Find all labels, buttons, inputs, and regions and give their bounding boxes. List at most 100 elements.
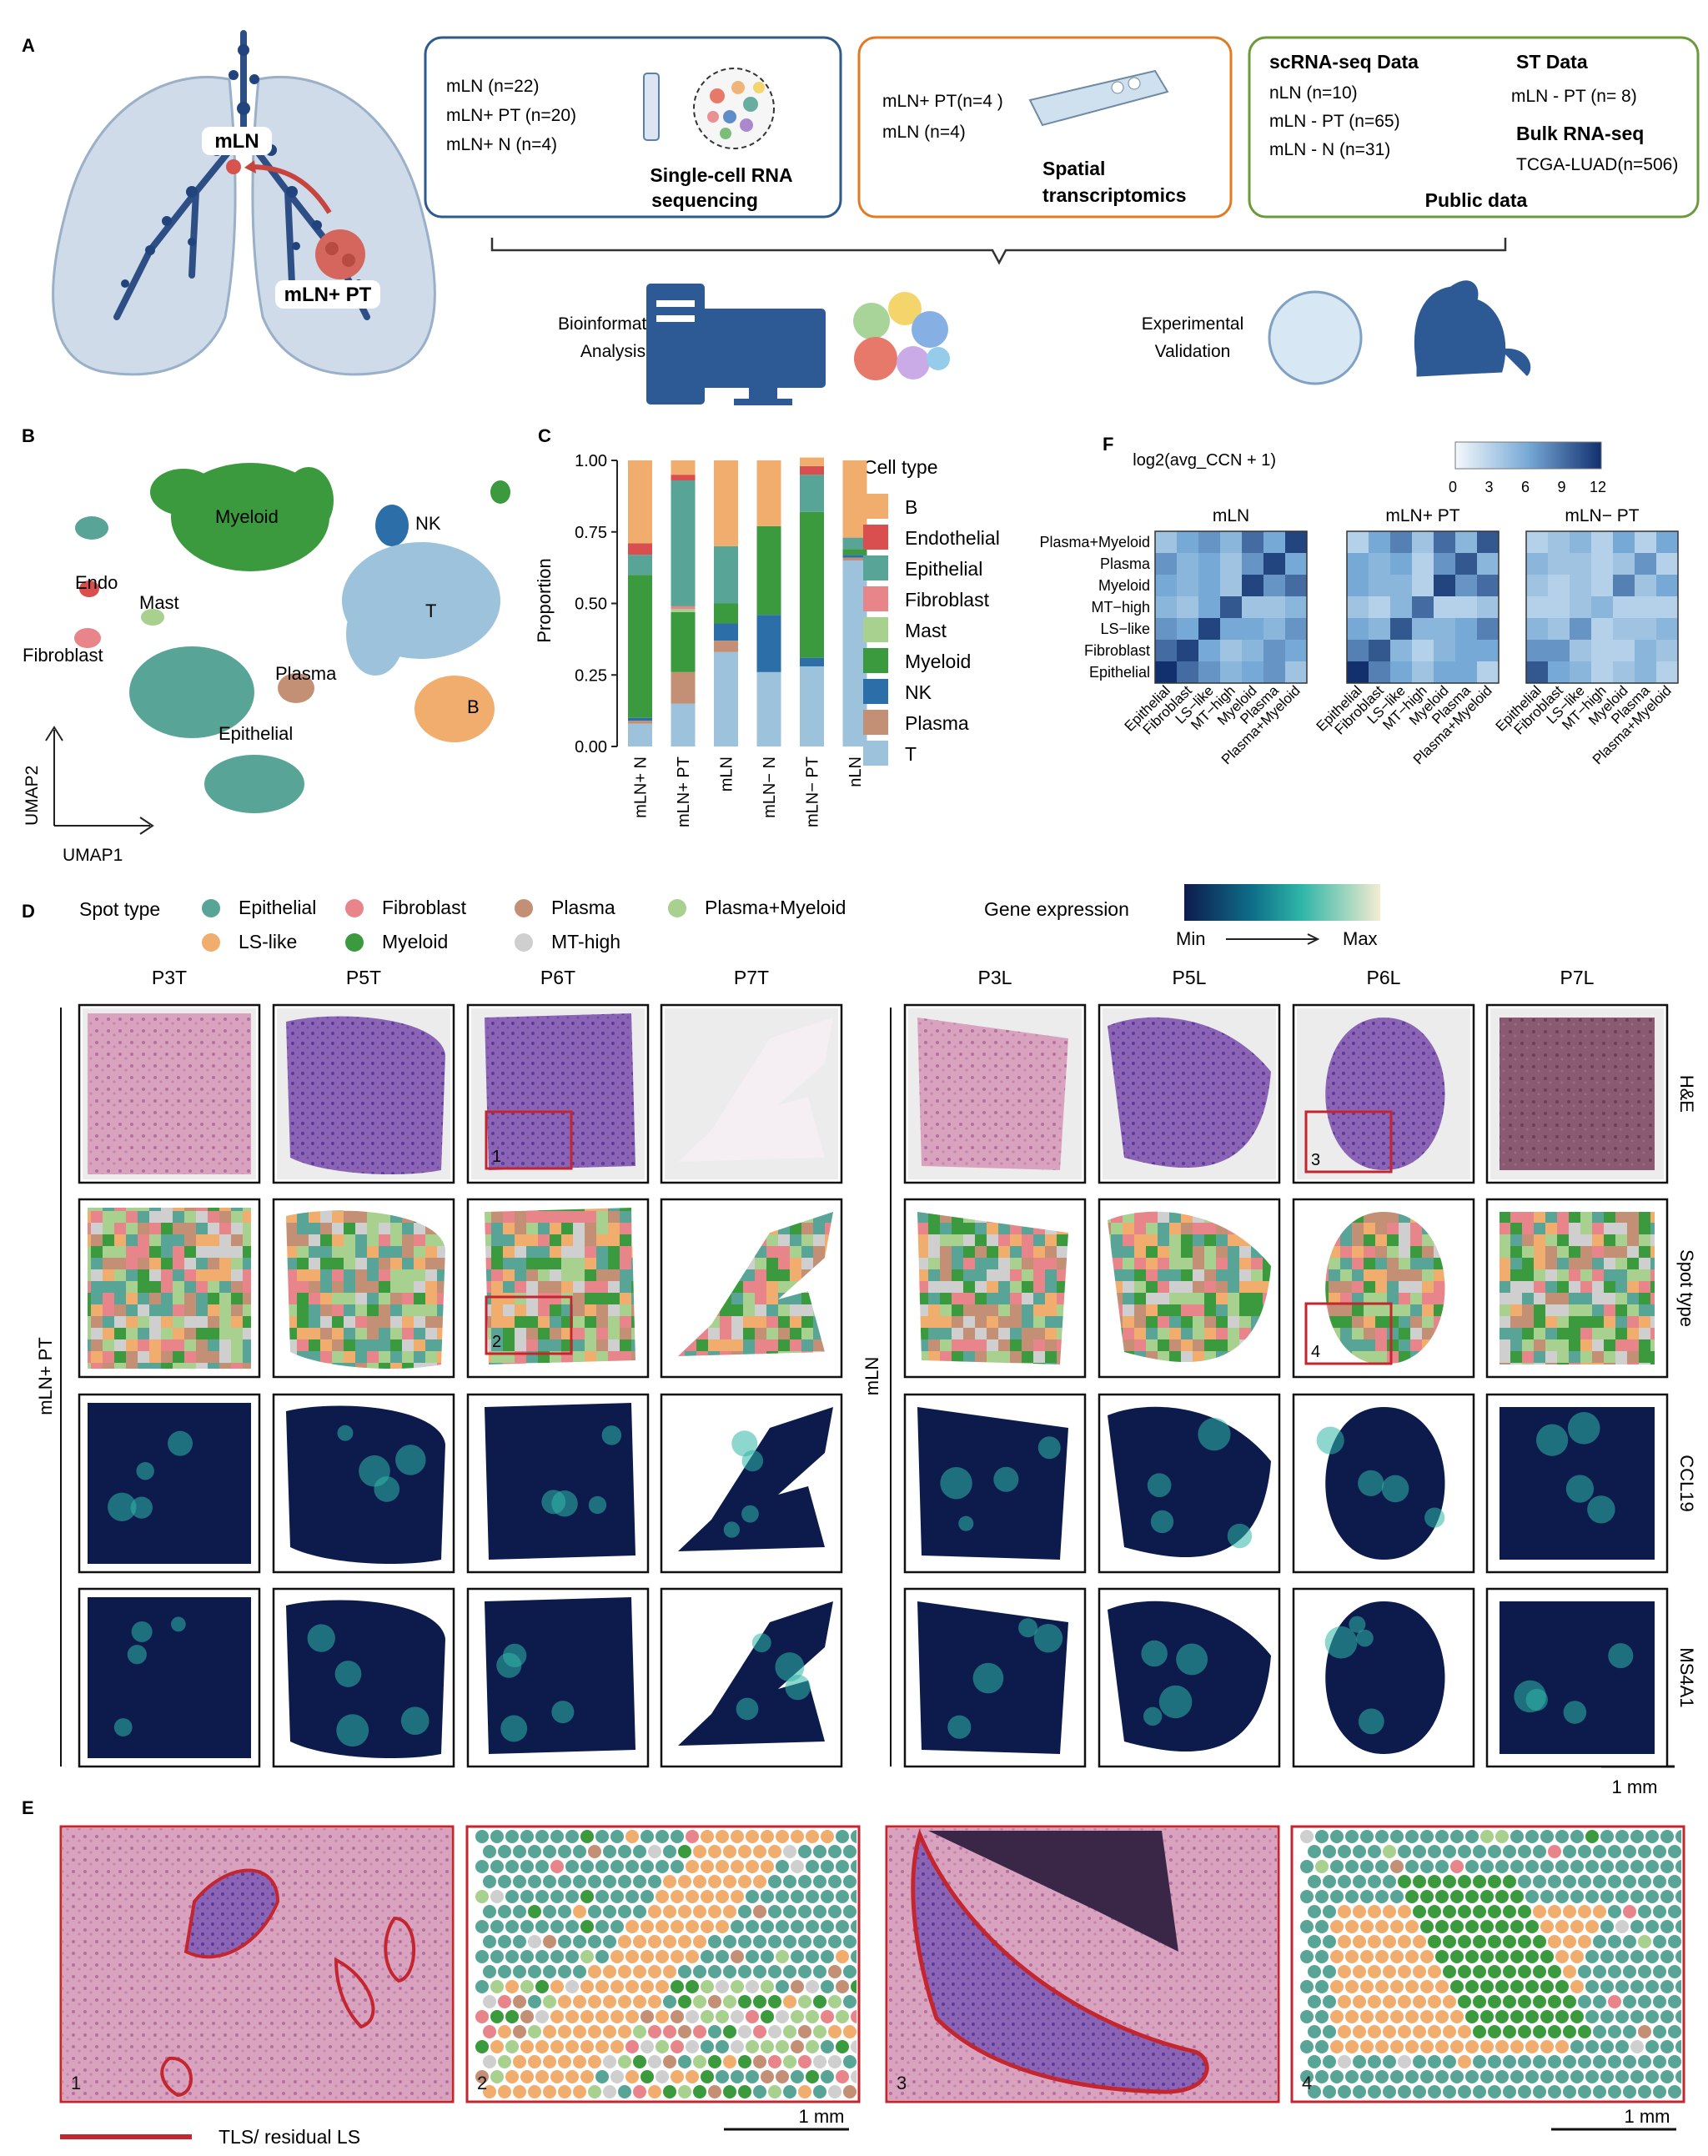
zoom-spot (1458, 1935, 1471, 1948)
zoom-spot (1308, 1875, 1321, 1888)
spot-tile (1375, 1223, 1387, 1234)
spot-tile (196, 1258, 208, 1269)
zoom-spot (520, 1980, 534, 1993)
spot-legend-swatch (345, 899, 364, 917)
zoom-spot (768, 1845, 781, 1858)
spot-tile (425, 1316, 437, 1328)
zoom-spot (1323, 1995, 1336, 2008)
zoom-spot (588, 1965, 601, 1978)
bar-legend-label: Epithelial (905, 558, 982, 580)
zoom-spot (1638, 1875, 1651, 1888)
zoom-spot (836, 1950, 849, 1963)
heatmap-cell (1242, 575, 1263, 596)
bar-segment-myeloid (714, 603, 738, 624)
spot-tile (103, 1316, 114, 1328)
panel-letter-b: B (22, 425, 35, 446)
spot-tile (1534, 1212, 1545, 1223)
spot-tile (1422, 1304, 1434, 1316)
umap-plot: Myeloid NK T Endo Mast Fibroblast Plasma… (23, 463, 510, 865)
spot-tile (1557, 1293, 1569, 1304)
bar-ytick-label: 0.50 (575, 596, 607, 614)
expression-tissue (678, 1601, 833, 1746)
zoom-spot (1383, 2085, 1396, 2098)
spot-tile (1580, 1339, 1592, 1351)
spot-tile (608, 1223, 620, 1234)
spot-tile (414, 1351, 425, 1363)
zoom-spot (663, 2025, 676, 2038)
zoom-spot (1368, 1935, 1381, 1948)
he-tissue (88, 1013, 251, 1174)
spot-tile (778, 1234, 790, 1246)
zoom-spot (633, 1905, 646, 1918)
spot-tile (491, 1269, 503, 1281)
spot-tile (1592, 1351, 1604, 1363)
zoom-spot (1623, 1905, 1636, 1918)
spot-tile (208, 1223, 219, 1234)
umap-label-plasma: Plasma (275, 663, 337, 684)
spot-tile (766, 1258, 778, 1269)
heatmap-cell (1242, 661, 1263, 683)
tls-outline (384, 1916, 416, 1983)
expression-hotspot (1324, 1626, 1358, 1659)
zoom-spot (1653, 1845, 1666, 1858)
zoom-spot (648, 2025, 661, 2038)
zoom-spot (550, 1860, 564, 1873)
zoom-spot (595, 1830, 609, 1843)
zoom-spot (656, 1950, 669, 1963)
tube-icon (643, 73, 660, 141)
bar-segment-epithelial (842, 537, 867, 550)
spot-tile (1158, 1281, 1169, 1293)
spot-tile (963, 1234, 975, 1246)
spot-tile (1022, 1293, 1033, 1304)
spot-tile (1387, 1234, 1399, 1246)
zoom-spot (708, 2085, 721, 2098)
spot-tile (1500, 1246, 1510, 1258)
zoom-spot (640, 1920, 654, 1933)
heatmap-cell (1177, 575, 1198, 596)
zoom-spot (821, 2010, 834, 2023)
spot-tile (1181, 1351, 1193, 1363)
zoom-spot (708, 2055, 721, 2068)
zoom-spot (1533, 2085, 1546, 2098)
spot-tile (1228, 1269, 1239, 1281)
spot-tile (766, 1339, 778, 1351)
exp-line-2: Validation (1155, 342, 1231, 361)
zoom-spot (1675, 1890, 1681, 1903)
zoom-spot (1540, 1980, 1554, 1993)
zoom-spot (776, 1980, 789, 1993)
spot-tile (414, 1339, 425, 1351)
spot-tile (1580, 1269, 1592, 1281)
zoom-spot (1435, 1860, 1449, 1873)
zoom-spot (633, 2085, 646, 2098)
spot-tile (1592, 1223, 1604, 1234)
spot-tile (1204, 1234, 1216, 1246)
bar-segment-t (714, 651, 738, 746)
spot-tile (620, 1246, 631, 1258)
spot-tile (526, 1246, 538, 1258)
spot-tile (88, 1269, 91, 1281)
spot-tile (1134, 1328, 1146, 1339)
zoom-spot (761, 2010, 774, 2023)
zoom-spot (505, 1980, 519, 1993)
spot-tile (1228, 1281, 1239, 1293)
zoom-spot (513, 1905, 526, 1918)
heatmap-cell (1526, 640, 1548, 661)
spot-tile (1545, 1328, 1557, 1339)
spot-tile (917, 1293, 928, 1304)
zoom-spot (603, 1875, 616, 1888)
expression-tissue (286, 1405, 445, 1564)
spot-tile (1022, 1304, 1033, 1316)
zoom-spot (1488, 1875, 1501, 1888)
zoom-spot (761, 1890, 774, 1903)
spot-tile (917, 1246, 928, 1258)
spot-tile (1193, 1316, 1204, 1328)
zoom-spot (708, 1905, 721, 1918)
spot-tile (379, 1351, 390, 1363)
spot-tile (801, 1246, 813, 1258)
spot-tile (1169, 1351, 1181, 1363)
spot-tile (231, 1328, 243, 1339)
zoom-spot (1398, 1905, 1411, 1918)
zoom-spot (1368, 2055, 1381, 2068)
spot-tile (149, 1208, 161, 1211)
zoom-spot (1398, 2085, 1411, 2098)
